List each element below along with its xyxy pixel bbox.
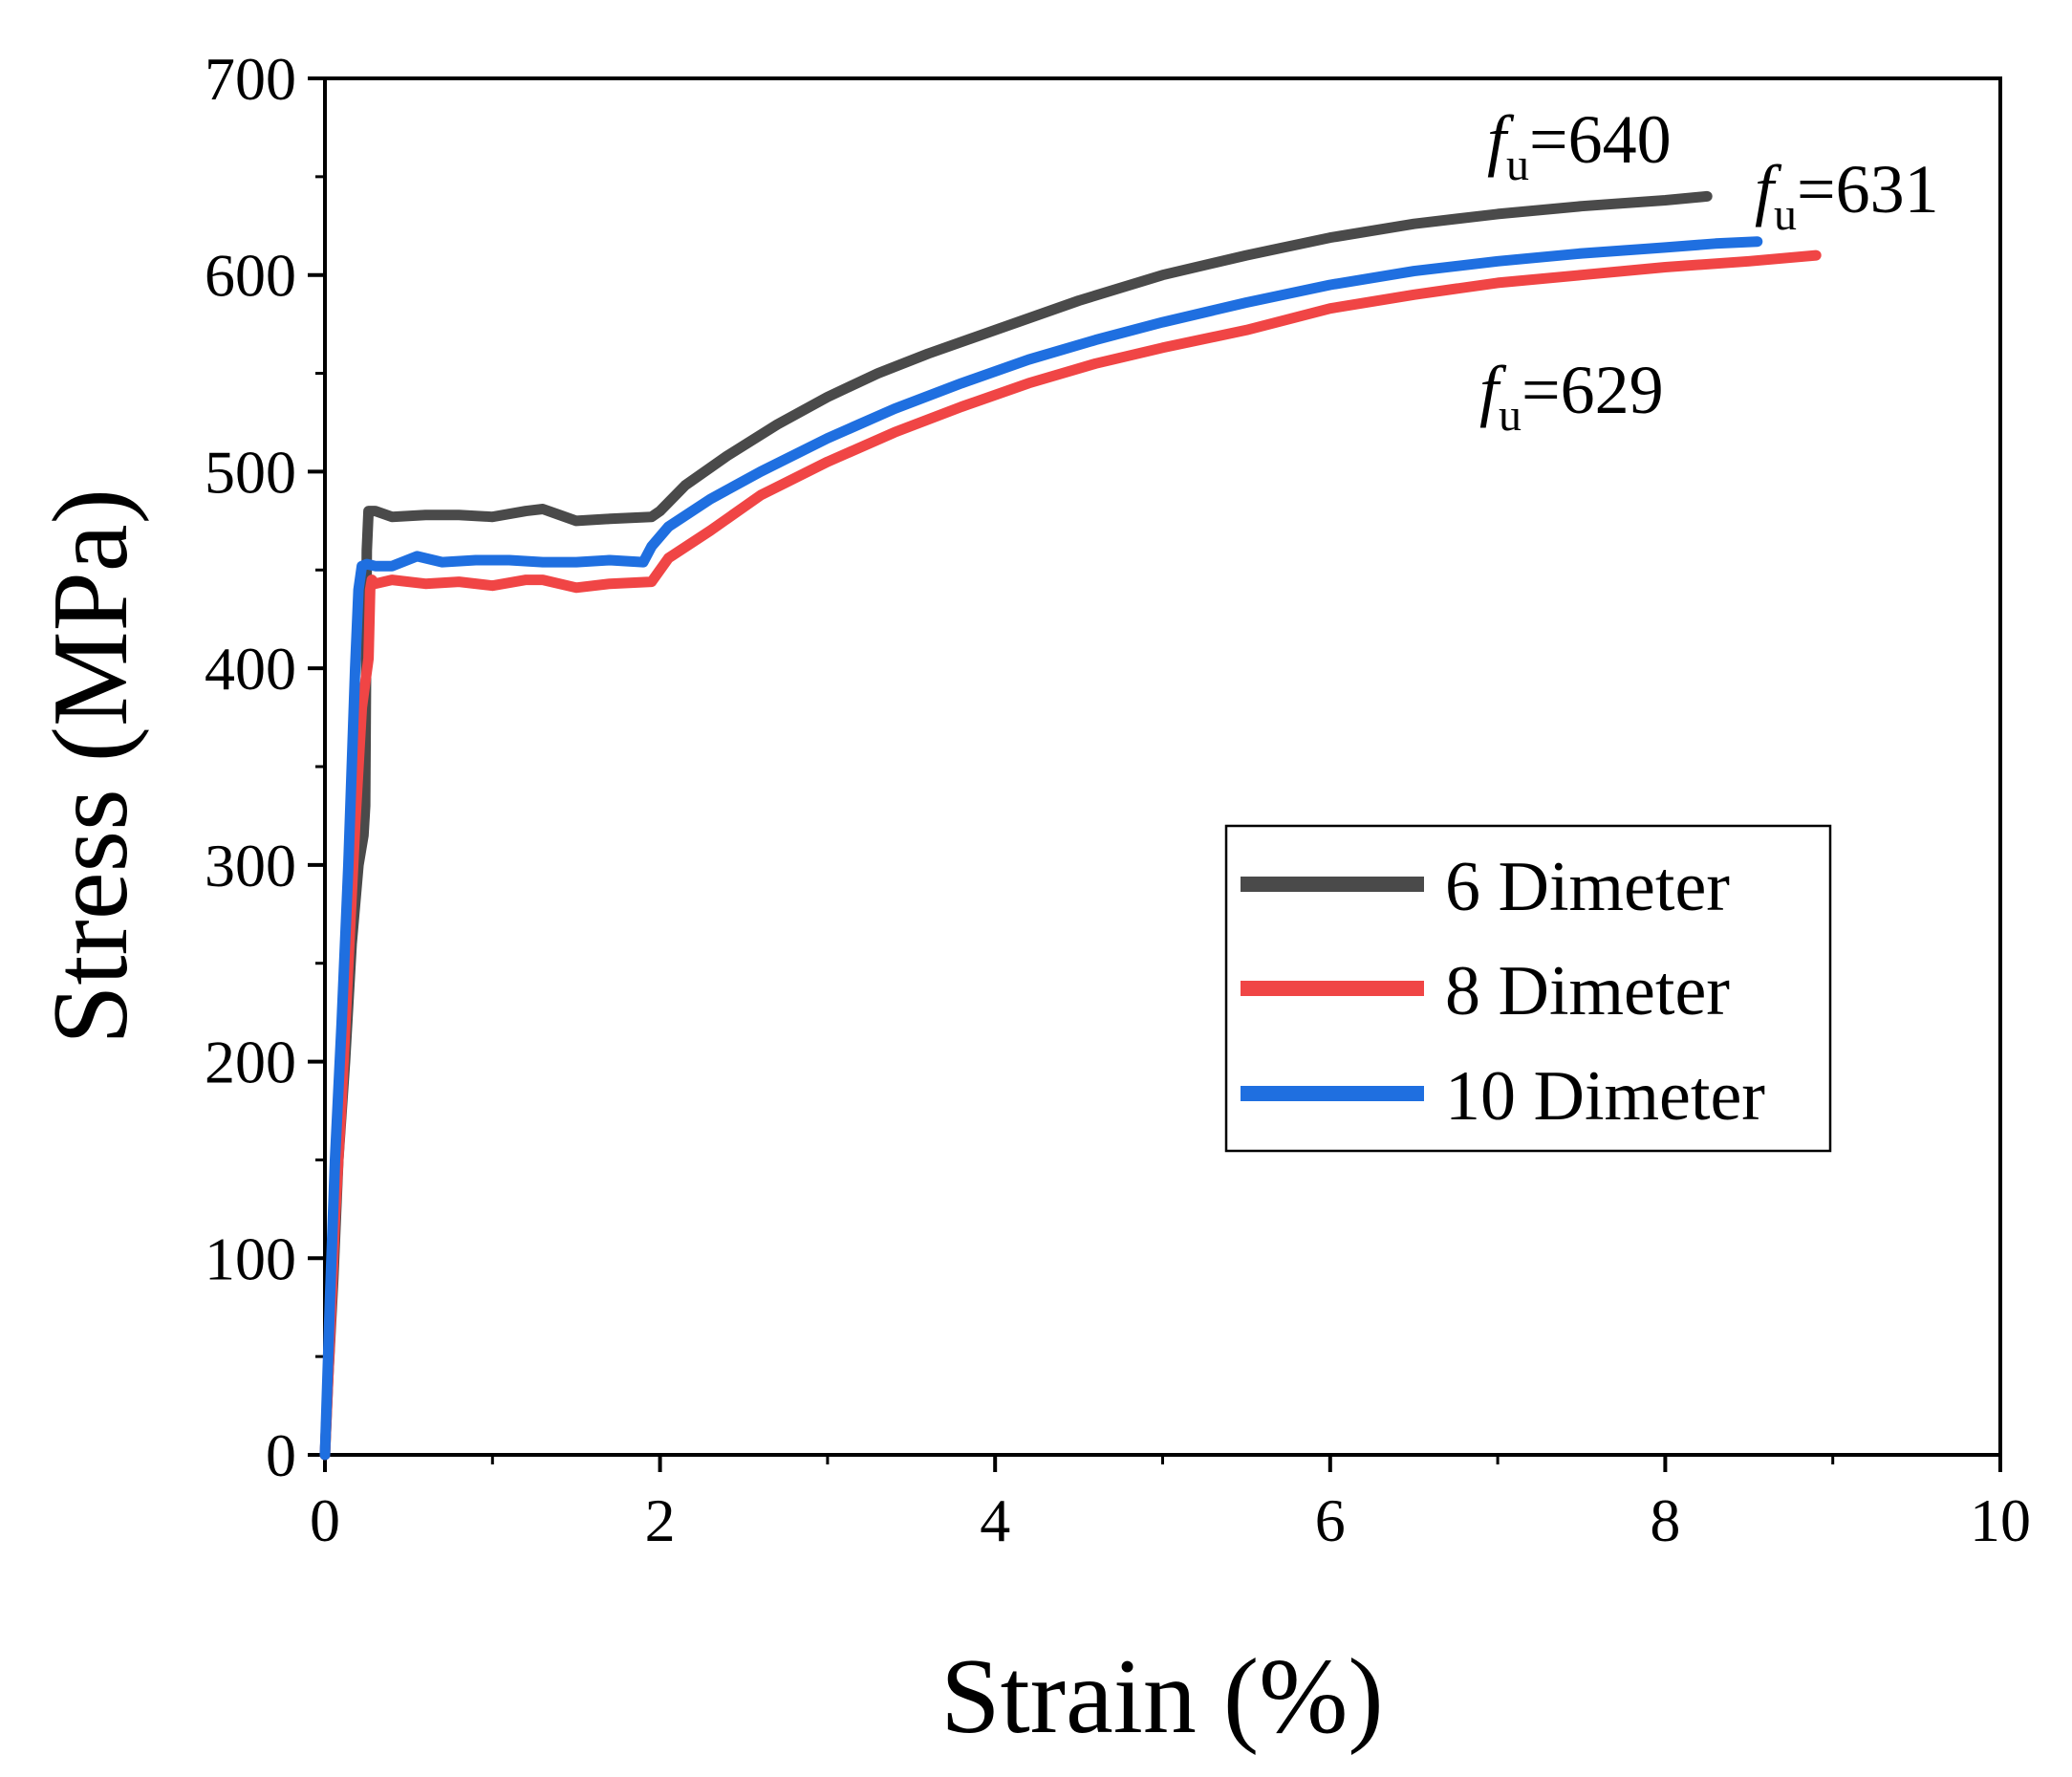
y-tick-label: 600 (205, 242, 296, 310)
y-tick-label: 700 (205, 45, 296, 113)
x-tick-label: 8 (1650, 1486, 1680, 1554)
x-tick-label: 4 (980, 1486, 1010, 1554)
x-tick-label: 6 (1315, 1486, 1346, 1554)
series-line-8-dimeter (319, 249, 1822, 1461)
y-tick-label: 300 (205, 832, 296, 899)
plot-frame (323, 76, 2002, 1457)
legend: 6 Dimeter 8 Dimeter 10 Dimeter (1224, 824, 1832, 1153)
x-tick-label: 2 (645, 1486, 676, 1554)
series-line-10-dimeter (319, 236, 1763, 1461)
y-axis-title: Stress (MPa) (32, 488, 150, 1045)
x-axis-ticks: 0 2 4 6 8 10 (310, 1455, 2031, 1554)
series-line-6-dimeter (319, 190, 1713, 1461)
y-axis-ticks: 0 100 200 300 400 500 600 700 (205, 45, 325, 1489)
y-tick-label: 0 (266, 1421, 296, 1489)
y-tick-label: 400 (205, 635, 296, 703)
y-tick-label: 100 (205, 1224, 296, 1292)
x-axis-title: Strain (%) (940, 1637, 1383, 1756)
annotation-fu-629: fu=629 (1479, 352, 1664, 441)
legend-label-6-dimeter: 6 Dimeter (1445, 848, 1730, 926)
legend-label-10-dimeter: 10 Dimeter (1445, 1057, 1765, 1136)
y-tick-label: 200 (205, 1029, 296, 1096)
x-tick-label: 0 (310, 1486, 340, 1554)
annotation-fu-631: fu=631 (1755, 151, 1939, 240)
x-tick-label: 10 (1970, 1486, 2031, 1554)
y-tick-label: 500 (205, 438, 296, 506)
series-lines (319, 190, 1822, 1461)
legend-label-8-dimeter: 8 Dimeter (1445, 952, 1730, 1030)
annotation-fu-640: fu=640 (1487, 101, 1672, 190)
